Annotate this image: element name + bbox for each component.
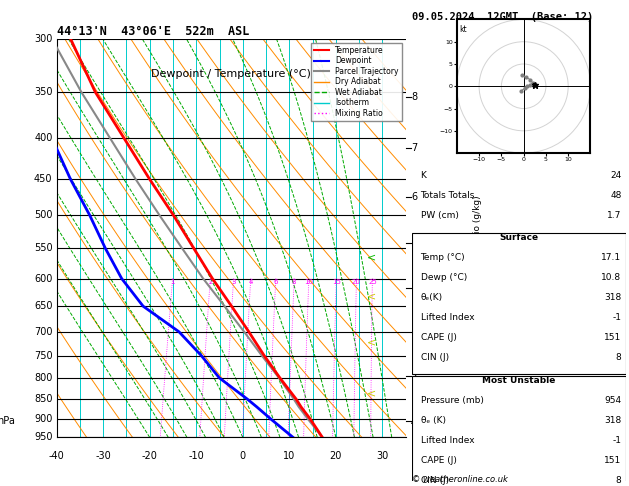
Text: 17.1: 17.1 — [601, 253, 621, 261]
Text: 2: 2 — [411, 371, 418, 381]
Text: 1: 1 — [170, 278, 175, 284]
Text: kt: kt — [460, 25, 467, 34]
Text: -30: -30 — [95, 451, 111, 461]
Text: θₑ(K): θₑ(K) — [421, 293, 443, 302]
Text: Lifted Index: Lifted Index — [421, 436, 474, 445]
Text: 750: 750 — [34, 351, 52, 361]
Text: Mixing Ratio (g/kg): Mixing Ratio (g/kg) — [474, 195, 482, 281]
Text: 800: 800 — [34, 373, 52, 383]
Text: 318: 318 — [604, 293, 621, 302]
Text: 400: 400 — [34, 133, 52, 143]
Text: Lifted Index: Lifted Index — [421, 313, 474, 322]
Text: -20: -20 — [142, 451, 158, 461]
Text: 350: 350 — [34, 87, 52, 97]
Text: 7: 7 — [411, 143, 418, 153]
Text: 44°13'N  43°06'E  522m  ASL: 44°13'N 43°06'E 522m ASL — [57, 25, 249, 38]
Text: θₑ (K): θₑ (K) — [421, 416, 445, 425]
Text: 8: 8 — [292, 278, 296, 284]
Text: 10: 10 — [283, 451, 296, 461]
Text: 10: 10 — [304, 278, 313, 284]
Text: 6: 6 — [274, 278, 278, 284]
Text: CIN (J): CIN (J) — [421, 476, 448, 486]
Text: 2: 2 — [208, 278, 213, 284]
Text: 8: 8 — [616, 353, 621, 362]
Bar — [412, 232, 626, 375]
Text: 450: 450 — [34, 174, 52, 184]
Text: 1.7: 1.7 — [607, 211, 621, 220]
Text: <: < — [367, 253, 376, 262]
Text: 10.8: 10.8 — [601, 273, 621, 281]
Text: Temp (°C): Temp (°C) — [421, 253, 465, 261]
Text: -1: -1 — [613, 436, 621, 445]
Text: 20: 20 — [330, 451, 342, 461]
Text: -1: -1 — [613, 313, 621, 322]
Text: K: K — [421, 171, 426, 180]
Text: 1: 1 — [411, 416, 418, 426]
Legend: Temperature, Dewpoint, Parcel Trajectory, Dry Adiabat, Wet Adiabat, Isotherm, Mi: Temperature, Dewpoint, Parcel Trajectory… — [311, 43, 402, 121]
Text: 300: 300 — [34, 34, 52, 44]
Text: 09.05.2024  12GMT  (Base: 12): 09.05.2024 12GMT (Base: 12) — [412, 12, 593, 22]
Text: 700: 700 — [34, 327, 52, 337]
Bar — [412, 376, 626, 486]
Text: hPa: hPa — [0, 417, 15, 426]
Text: 500: 500 — [34, 210, 52, 221]
Text: 954: 954 — [604, 396, 621, 405]
Text: 8: 8 — [411, 92, 418, 102]
Text: 3: 3 — [411, 327, 418, 337]
Text: 950: 950 — [34, 433, 52, 442]
Text: 4: 4 — [248, 278, 253, 284]
Text: <: < — [367, 389, 376, 399]
Text: 900: 900 — [34, 414, 52, 424]
Text: Surface: Surface — [499, 232, 538, 242]
Text: © weatheronline.co.uk: © weatheronline.co.uk — [412, 474, 508, 484]
Text: 3: 3 — [231, 278, 236, 284]
Text: <: < — [367, 292, 376, 301]
Text: 151: 151 — [604, 456, 621, 465]
Text: km
ASL: km ASL — [411, 405, 430, 426]
Text: 650: 650 — [34, 301, 52, 311]
Text: CAPE (J): CAPE (J) — [421, 456, 457, 465]
Text: -40: -40 — [48, 451, 65, 461]
Text: LCL: LCL — [411, 419, 426, 428]
Text: 4: 4 — [411, 283, 418, 293]
Text: 550: 550 — [34, 243, 52, 253]
Text: 6: 6 — [411, 192, 418, 202]
Text: 25: 25 — [368, 278, 377, 284]
Text: 15: 15 — [332, 278, 341, 284]
Text: Totals Totals: Totals Totals — [421, 191, 475, 200]
Text: Most Unstable: Most Unstable — [482, 376, 555, 385]
Text: 8: 8 — [616, 476, 621, 486]
Text: 850: 850 — [34, 394, 52, 404]
Text: 318: 318 — [604, 416, 621, 425]
Text: Dewp (°C): Dewp (°C) — [421, 273, 467, 281]
Text: 30: 30 — [376, 451, 389, 461]
Text: 600: 600 — [34, 274, 52, 283]
Text: Dewpoint / Temperature (°C): Dewpoint / Temperature (°C) — [151, 69, 311, 79]
Text: 0: 0 — [240, 451, 246, 461]
Text: Pressure (mb): Pressure (mb) — [421, 396, 484, 405]
Text: CAPE (J): CAPE (J) — [421, 333, 457, 342]
Text: PW (cm): PW (cm) — [421, 211, 459, 220]
Text: 20: 20 — [352, 278, 361, 284]
Text: 151: 151 — [604, 333, 621, 342]
Text: CIN (J): CIN (J) — [421, 353, 448, 362]
Text: <: < — [367, 338, 376, 347]
Text: 48: 48 — [610, 191, 621, 200]
Text: -10: -10 — [188, 451, 204, 461]
Text: 24: 24 — [610, 171, 621, 180]
Text: 5: 5 — [411, 238, 418, 248]
